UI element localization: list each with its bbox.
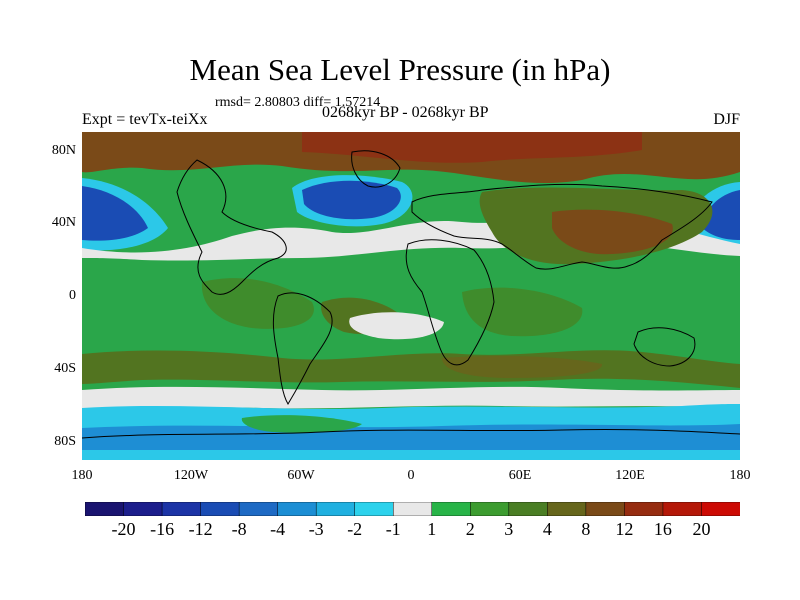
colorbar-swatch-8 — [392, 502, 433, 516]
coastline-antarctica — [82, 428, 740, 439]
coastline-africa — [405, 239, 495, 366]
lon-label-0: 0 — [407, 468, 415, 483]
pressure-map — [82, 132, 740, 460]
colorbar-tick-label: 3 — [504, 519, 514, 539]
coastline-south-america — [272, 292, 333, 405]
antarctic-green-patch — [241, 415, 362, 433]
southern-white-band — [82, 386, 740, 409]
colorbar-swatch-1 — [123, 502, 163, 516]
colorbar-swatch-11 — [508, 502, 549, 516]
colorbar-tick-label: -12 — [188, 519, 213, 539]
colorbar-swatch-6 — [315, 502, 356, 516]
lat-label-40n: 40N — [51, 215, 76, 230]
lon-label-60w: 60W — [287, 468, 315, 483]
colorbar-swatch-15 — [662, 502, 703, 516]
colorbar-swatch-9 — [431, 502, 472, 516]
colorbar-swatch-13 — [585, 502, 626, 516]
lat-label-80s: 80S — [54, 434, 76, 449]
colorbar-tick-label: -20 — [111, 519, 136, 539]
colorbar-tick-label: 16 — [653, 519, 672, 539]
rmsd-diff-stats: rmsd= 2.80803 diff= 1.57214 — [215, 95, 381, 110]
southern-olive-belt — [82, 350, 740, 388]
antarctic-lower — [82, 450, 740, 460]
coastline-australia — [633, 327, 696, 367]
colorbar-tick-label: 20 — [692, 519, 711, 539]
experiment-label: Expt = tevTx-teiXx — [82, 111, 208, 128]
coastline-greenland — [351, 150, 401, 188]
colorbar-tick-label: 12 — [615, 519, 634, 539]
coastline-europe-asia — [411, 183, 713, 270]
coastline-north-america — [176, 159, 287, 295]
colorbar-tick-label: 8 — [581, 519, 591, 539]
north-pacific-low-west — [82, 186, 148, 241]
colorbar-swatch-3 — [200, 502, 240, 516]
period-label: 0268kyr BP - 0268kyr BP — [322, 104, 489, 121]
east-pacific-olive — [201, 278, 314, 329]
indian-ocean-olive — [462, 287, 583, 337]
colorbar-tick-label: -2 — [347, 519, 363, 539]
colorbar-swatch-0 — [85, 502, 125, 516]
colorbar-swatch-12 — [547, 502, 587, 516]
south-atlantic-white — [349, 312, 444, 340]
colorbar-swatch-14 — [624, 502, 664, 516]
lon-label-180e: 180 — [729, 468, 751, 483]
season-label: DJF — [713, 111, 740, 128]
colorbar-tick-label: -8 — [231, 519, 247, 539]
lon-label-60e: 60E — [508, 468, 532, 483]
colorbar-swatch-16 — [701, 502, 740, 516]
colorbar-swatch-7 — [354, 502, 394, 516]
colorbar — [85, 502, 740, 516]
lat-label-80n: 80N — [51, 143, 76, 158]
colorbar-swatch-2 — [161, 502, 202, 516]
arctic-dark-core — [302, 132, 642, 163]
colorbar-swatch-5 — [277, 502, 317, 516]
lat-label-40s: 40S — [54, 361, 76, 376]
colorbar-tick-label: -1 — [385, 519, 401, 539]
colorbar-tick-label: -4 — [270, 519, 286, 539]
southern-ocean-blue — [82, 424, 740, 450]
colorbar-tick-label: 2 — [465, 519, 475, 539]
lon-label-120e: 120E — [615, 468, 645, 483]
southern-brown-core — [442, 356, 603, 378]
north-atlantic-low — [302, 180, 401, 220]
asia-brown-high — [552, 209, 673, 255]
lat-label-0: 0 — [69, 288, 76, 303]
colorbar-tick-label: -3 — [308, 519, 324, 539]
colorbar-swatch-10 — [470, 502, 510, 516]
colorbar-swatch-4 — [238, 502, 279, 516]
lon-label-180w: 180 — [71, 468, 93, 483]
lon-label-120w: 120W — [173, 468, 209, 483]
colorbar-tick-label: 4 — [542, 519, 552, 539]
colorbar-tick-label: 1 — [427, 519, 437, 539]
plot-title: Mean Sea Level Pressure (in hPa) — [189, 52, 611, 87]
north-pacific-low-east — [702, 190, 740, 240]
colorbar-tick-label: -16 — [150, 519, 175, 539]
